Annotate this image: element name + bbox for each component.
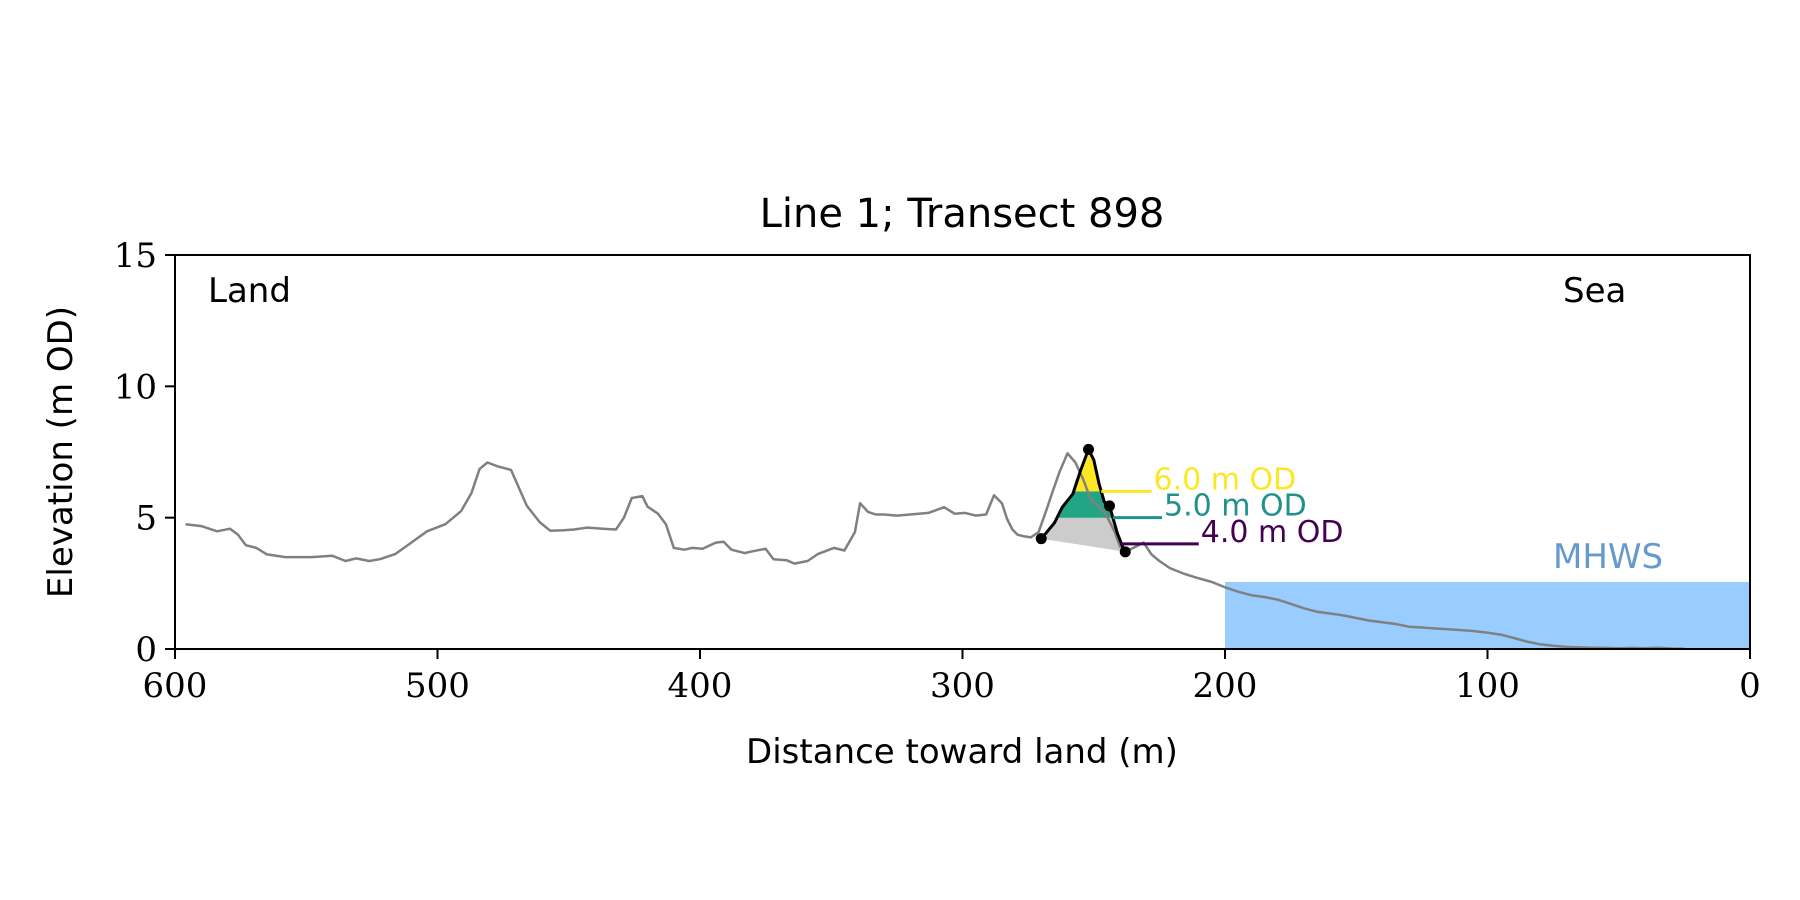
level-label-2: 4.0 m OD — [1201, 515, 1344, 550]
x-tick-label-4: 200 — [1193, 666, 1258, 706]
mhws-layer — [1225, 582, 1750, 649]
x-tick-label-1: 500 — [405, 666, 470, 706]
y-tick-label-1: 5 — [135, 499, 157, 539]
x-ticks: 600 500 400 300 200 100 0 — [143, 649, 1761, 706]
x-tick-label-3: 300 — [930, 666, 995, 706]
y-tick-label-2: 10 — [114, 367, 157, 407]
x-tick-label-6: 0 — [1739, 666, 1761, 706]
mhws-water — [1225, 582, 1750, 649]
mhws-label: MHWS — [1553, 537, 1663, 577]
x-axis-label: Distance toward land (m) — [746, 732, 1178, 772]
levels-layer: 6.0 m OD5.0 m OD4.0 m OD — [1101, 462, 1343, 550]
dune-heel-point — [1119, 546, 1131, 558]
dune-outline — [1040, 447, 1127, 553]
land-annotation: Land — [208, 271, 291, 311]
level-label-0: 6.0 m OD — [1154, 462, 1297, 497]
dune-inner-point — [1104, 500, 1115, 512]
profile-layer — [185, 443, 1685, 650]
dune-band-above-6 — [1073, 449, 1102, 492]
y-tick-label-0: 0 — [135, 630, 157, 670]
dune-toe-point — [1035, 533, 1047, 545]
profile-line — [185, 452, 1685, 650]
x-tick-label-0: 600 — [143, 666, 208, 706]
y-tick-label-3: 15 — [114, 236, 157, 276]
dune-layer — [1041, 449, 1126, 552]
x-tick-label-2: 400 — [668, 666, 733, 706]
y-axis-label: Elevation (m OD) — [41, 306, 81, 598]
chart-title: Line 1; Transect 898 — [760, 191, 1165, 237]
dune-crest-point — [1083, 443, 1094, 455]
level-label-1: 5.0 m OD — [1164, 489, 1307, 524]
x-tick-label-5: 100 — [1455, 666, 1520, 706]
sea-annotation: Sea — [1563, 271, 1626, 311]
y-ticks: 0 5 10 15 — [114, 236, 175, 670]
